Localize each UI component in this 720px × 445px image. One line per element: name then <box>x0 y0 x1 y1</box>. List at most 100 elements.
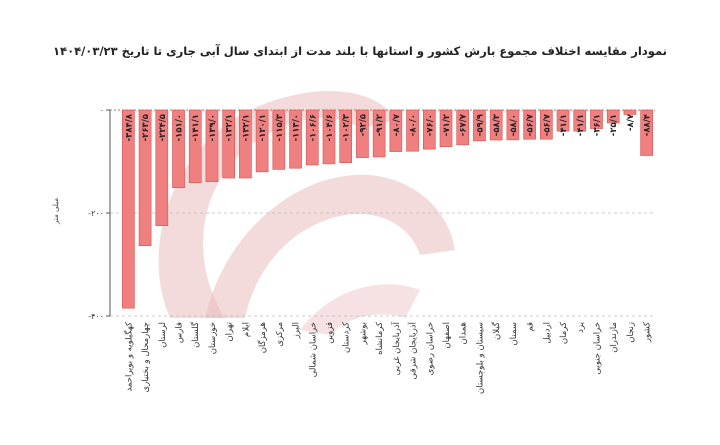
bar <box>406 109 419 152</box>
bar <box>138 109 152 247</box>
bar <box>389 109 403 152</box>
bar <box>356 109 369 158</box>
data-label: -۷۱/۲ <box>442 113 452 136</box>
category-label: خوزستان <box>208 322 218 354</box>
data-label: -۵۹/۹ <box>475 113 485 136</box>
y-axis: ۰ -۲۰۰ -۴۰۰ <box>88 106 111 321</box>
data-label: -۱۱۵/۳ <box>275 113 285 141</box>
data-label: -۱۳۲/۱ <box>241 114 251 141</box>
bar <box>439 109 453 147</box>
bar <box>506 109 520 141</box>
category-label: مرکزی <box>275 322 285 347</box>
category-label: کرمانشاه <box>375 321 385 355</box>
y-tick-label: ۰ <box>100 106 104 115</box>
category-label: گلستان <box>190 321 201 348</box>
y-axis-label: میلی متر <box>52 198 60 225</box>
category-label: چهارمحال و بختیاری <box>141 322 151 393</box>
data-label: -۱۳۹/۰ <box>208 114 218 141</box>
data-label: -۲۵/۱ <box>609 114 619 136</box>
data-label: -۲۶۳/۵ <box>141 114 151 141</box>
data-label: -۹۱/۲ <box>375 113 385 136</box>
category-label: مازندران <box>609 322 619 353</box>
bar <box>339 109 353 163</box>
category-label: کرمان <box>559 321 569 344</box>
data-label: -۱۳۲/۱ <box>225 114 235 141</box>
data-label: -۳۸۴/۸ <box>124 113 134 141</box>
bar <box>489 109 503 141</box>
category-label: خراسان شمالی <box>308 322 318 377</box>
data-label: -۱۰۲/۳ <box>342 113 352 141</box>
data-label: -۸/۷ <box>626 113 636 131</box>
bar <box>205 109 219 182</box>
bar <box>523 109 536 140</box>
category-label: قزوین <box>325 322 335 344</box>
bar <box>289 109 302 169</box>
category-label: اصفهان <box>442 322 452 349</box>
data-label: -۱۰۶/۶ <box>308 114 318 141</box>
bar <box>540 109 553 140</box>
bar <box>422 109 436 150</box>
data-label: -۱۱۳/۰ <box>292 114 302 141</box>
category-label: اردبیل <box>542 322 552 344</box>
category-label: همدان <box>459 322 469 344</box>
category-label: البرز <box>292 322 302 339</box>
category-label: آذربایجان غربی <box>390 321 402 375</box>
bar <box>222 109 235 179</box>
data-label: -۴۱/۱ <box>576 114 586 136</box>
category-label: خراسان جنوبی <box>592 322 602 375</box>
bar <box>456 109 470 146</box>
data-label: -۲۲۴/۵ <box>158 114 168 141</box>
data-label: -۵۸/۳ <box>492 113 502 136</box>
data-label: -۶۷/۷ <box>459 113 469 136</box>
data-label: -۵۶/۷ <box>526 113 536 136</box>
category-label: قم <box>526 322 536 332</box>
bar <box>155 109 169 226</box>
y-tick-label: -۴۰۰ <box>88 312 104 321</box>
bar <box>606 109 620 124</box>
category-label: سمنان <box>509 322 519 345</box>
category-label: زنجان <box>626 322 636 343</box>
data-label: -۳۶/۱ <box>592 114 602 136</box>
bar <box>305 109 319 166</box>
category-label: تهران <box>225 321 235 341</box>
bar <box>322 109 336 165</box>
x-axis-labels: کهگیلویه و بویراحمد چهارمحال و بختیاری لرس… <box>123 321 652 394</box>
data-label: -۷۶/۰ <box>425 114 435 136</box>
category-label: بوشهر <box>358 322 368 346</box>
bar <box>122 109 135 309</box>
category-label: ایلام <box>241 322 251 337</box>
bar <box>255 109 269 173</box>
chart-title: نمودار مقایسه اختلاف مجموع بارش کشور و ا… <box>53 44 667 59</box>
data-label: -۹۲/۵ <box>358 114 368 136</box>
bar <box>188 109 202 183</box>
category-label: یزد <box>576 321 586 332</box>
category-label: سیستان و بلوچستان <box>475 322 485 394</box>
data-label: -۱۴۱/۱ <box>191 114 201 141</box>
category-label: فارس <box>175 322 185 343</box>
data-labels: -۳۸۴/۸ -۲۶۳/۵ -۲۲۴/۵ -۱۵۱/۰ -۱۴۱/۱ -۱۳۹/۰ -۱۳۲… <box>124 113 652 141</box>
bar <box>473 109 486 142</box>
data-label: -۱۰۴/۶ <box>325 114 335 141</box>
bar <box>372 109 386 158</box>
data-label: -۸۸/۴ <box>643 114 653 136</box>
category-label: کشور <box>643 321 653 343</box>
category-label: آذربایجان شرقی <box>407 321 419 379</box>
bar <box>272 109 286 170</box>
category-label: هرمزگان <box>257 322 268 353</box>
category-label: کهگیلویه و بویراحمد <box>123 321 134 392</box>
bar <box>623 109 637 115</box>
data-label: -۸۰/۷ <box>392 113 402 136</box>
bar <box>640 109 653 156</box>
bars <box>122 109 653 309</box>
category-label: لرستان <box>158 322 168 348</box>
data-label: -۱۵۱/۰ <box>175 114 185 141</box>
data-label: -۱۲۰/۱ <box>258 114 268 141</box>
data-label: -۴۱/۱ <box>559 114 569 136</box>
data-label: -۵۸/۰ <box>509 114 519 136</box>
data-label: -۵۶/۷ <box>542 113 552 136</box>
bar <box>556 109 570 132</box>
data-label: -۸۰/۰ <box>409 114 419 136</box>
y-tick-label: -۲۰۰ <box>88 209 104 218</box>
bar <box>172 109 185 189</box>
